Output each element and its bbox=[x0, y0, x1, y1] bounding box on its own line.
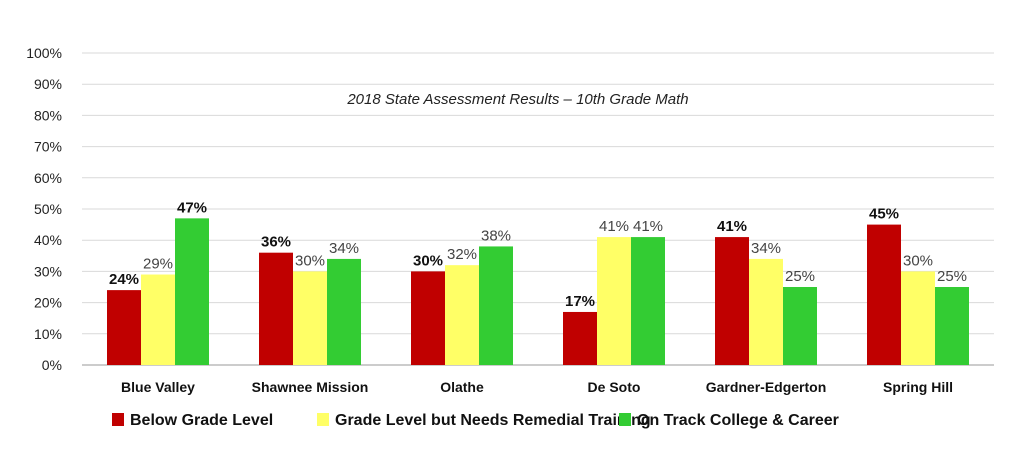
legend-label: On Track College & Career bbox=[637, 412, 839, 429]
bar bbox=[867, 224, 901, 365]
data-label: 17% bbox=[565, 293, 595, 310]
bar bbox=[107, 290, 141, 365]
bar bbox=[563, 311, 597, 365]
bar bbox=[597, 237, 631, 365]
bar bbox=[715, 237, 749, 365]
y-tick-label: 40% bbox=[34, 232, 62, 248]
legend-label: Below Grade Level bbox=[130, 412, 273, 429]
chart-title: 2018 State Assessment Results – 10th Gra… bbox=[346, 91, 688, 108]
x-tick-label: Olathe bbox=[440, 379, 484, 395]
data-label: 38% bbox=[481, 227, 511, 244]
y-tick-label: 80% bbox=[34, 107, 62, 123]
bar bbox=[411, 271, 445, 365]
y-tick-label: 20% bbox=[34, 295, 62, 311]
legend: Below Grade Level Grade Level but Needs R… bbox=[112, 412, 839, 429]
legend-swatch bbox=[112, 413, 124, 426]
data-label: 30% bbox=[903, 252, 933, 269]
y-tick-label: 30% bbox=[34, 263, 62, 279]
data-label: 45% bbox=[869, 206, 899, 223]
bar bbox=[479, 246, 513, 365]
y-tick-label: 90% bbox=[34, 76, 62, 92]
y-tick-label: 0% bbox=[42, 357, 62, 373]
x-tick-label: Gardner-Edgerton bbox=[706, 379, 827, 395]
data-label: 30% bbox=[413, 252, 443, 269]
bar bbox=[631, 237, 665, 365]
bar bbox=[327, 258, 361, 365]
data-label: 25% bbox=[937, 268, 967, 285]
x-axis-categories: Blue Valley Shawnee Mission Olathe De Soto G… bbox=[121, 379, 953, 395]
legend-swatch bbox=[619, 413, 631, 426]
bar bbox=[749, 258, 783, 365]
data-label: 34% bbox=[329, 240, 359, 257]
data-labels: 24%29%47%36%30%34%30% 32%38%17%41% 41% 41%3… bbox=[109, 199, 967, 310]
x-tick-label: De Soto bbox=[588, 379, 641, 395]
data-label: 29% bbox=[143, 256, 173, 273]
bar bbox=[901, 271, 935, 365]
bar bbox=[783, 287, 817, 365]
y-tick-label: 70% bbox=[34, 139, 62, 155]
x-tick-label: Blue Valley bbox=[121, 379, 195, 395]
data-label: 32% bbox=[447, 246, 477, 263]
y-tick-label: 50% bbox=[34, 201, 62, 217]
bar bbox=[175, 218, 209, 365]
data-label: 36% bbox=[261, 234, 291, 251]
data-label: 41% bbox=[599, 218, 629, 235]
bar bbox=[293, 271, 327, 365]
legend-swatch bbox=[317, 413, 329, 426]
data-label: 30% bbox=[295, 252, 325, 269]
y-tick-label: 10% bbox=[34, 326, 62, 342]
data-label: 25% bbox=[785, 268, 815, 285]
data-label: 47% bbox=[177, 199, 207, 216]
legend-label: Grade Level but Needs Remedial Training bbox=[335, 412, 651, 429]
data-label: 24% bbox=[109, 271, 139, 288]
gridlines bbox=[82, 52, 994, 366]
bars bbox=[107, 218, 969, 365]
bar bbox=[141, 274, 175, 365]
x-tick-label: Shawnee Mission bbox=[252, 379, 369, 395]
bar bbox=[935, 287, 969, 365]
data-label: 34% bbox=[751, 240, 781, 257]
y-tick-label: 60% bbox=[34, 170, 62, 186]
y-axis-ticks: 0% 10% 20% 30% 40% 50% 60% 70% 80% 90% 100% bbox=[26, 45, 62, 373]
data-label: 41% bbox=[717, 218, 747, 235]
x-tick-label: Spring Hill bbox=[883, 379, 953, 395]
data-label: 41% bbox=[633, 218, 663, 235]
bar bbox=[259, 252, 293, 365]
bar bbox=[445, 265, 479, 365]
y-tick-label: 100% bbox=[26, 45, 62, 61]
